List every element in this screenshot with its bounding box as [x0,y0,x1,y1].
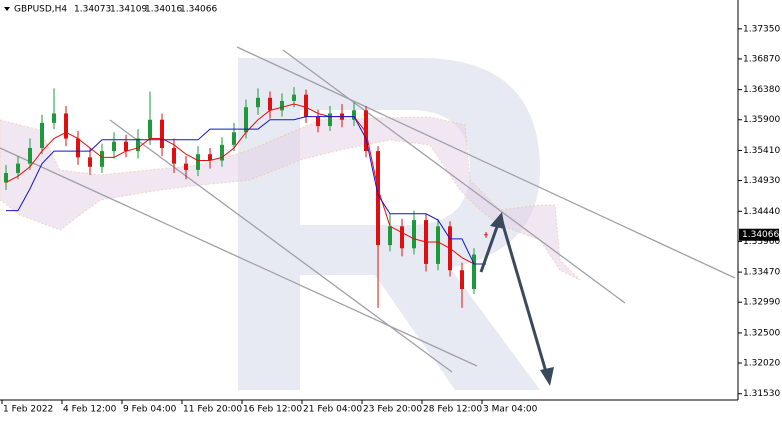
candle-body [364,110,368,152]
ohlc-high: 1.34109 [110,5,147,15]
candle-body [172,147,176,164]
y-tick-label: 1.35410 [743,146,780,156]
ohlc-low: 1.34016 [145,5,182,15]
y-tick-label: 1.31530 [743,389,780,399]
arrow [499,217,548,373]
trend-line [282,49,626,304]
x-tick-label: 9 Feb 04:00 [123,405,177,415]
trend-line [0,147,478,367]
trend-line [109,119,453,373]
x-tick-label: 16 Feb 12:00 [243,405,302,415]
candle-body [184,163,188,170]
y-tick-label: 1.36870 [743,54,780,64]
y-tick-label: 1.34930 [743,176,780,186]
x-tick-label: 11 Feb 20:00 [183,405,242,415]
candle-body [376,151,380,246]
plot [4,87,488,308]
candle-body [76,138,80,158]
x-tick-label: 1 Feb 2022 [3,405,53,415]
ohlc-close: 1.34066 [180,5,217,15]
candle-body [40,122,44,148]
candle-body [244,107,248,133]
candle-body [460,270,464,290]
candle-body [412,220,416,249]
candle-body [436,226,440,264]
forecast-arrows [479,212,554,386]
candle-body [292,94,296,101]
candle-body [256,97,260,108]
x-tick-label: 23 Feb 20:00 [363,405,422,415]
ichimoku-cloud [0,116,581,281]
candle-body [352,110,356,120]
y-tick-label: 1.32020 [743,359,780,369]
current-price: 1.34066 [742,230,779,240]
price-label-bg [739,228,779,241]
candle-body [268,97,272,111]
candle-body [280,100,284,111]
y-tick-label: 1.33470 [743,268,780,278]
arrow-head [540,367,554,386]
y-tick-label: 1.35900 [743,115,780,125]
y-tick-label: 1.36380 [743,85,780,95]
candle-body [28,147,32,164]
trend-line [236,46,736,279]
candle-body [148,119,152,139]
y-tick-label: 1.33960 [743,237,780,247]
symbol: GBPUSD,H4 [14,5,67,15]
candle-body [472,254,476,290]
header: GBPUSD,H4 1.34073 1.34109 1.34016 1.3406… [4,5,217,15]
candle-body [316,116,320,127]
candle-body [136,138,140,152]
y-tick-label: 1.37350 [743,24,780,34]
candle-body [208,154,212,161]
candle-body [388,226,392,246]
indicator-line [5,103,486,265]
y-tick-label: 1.32500 [743,328,780,338]
candle-body [304,94,308,117]
arrow-head [490,212,505,229]
candle-body [232,132,236,145]
candle-body [124,141,128,152]
trend-lines [0,46,736,373]
y-tick-label: 1.34440 [743,207,780,217]
candle-body [196,154,200,170]
x-tick-label: 21 Feb 04:00 [303,405,362,415]
y-tick-label: 1.32990 [743,298,780,308]
x-tick-label: 28 Feb 12:00 [423,405,482,415]
candle-body [160,119,164,148]
candle-body [64,113,68,139]
candle-body [112,141,116,152]
header-icon [4,7,10,11]
candle-body [400,226,404,249]
candle-body [484,234,488,236]
candle-body [220,144,224,161]
ohlc-open: 1.34073 [74,5,111,15]
candle-body [16,163,20,174]
candle-body [4,173,8,183]
candle-body [100,151,104,167]
candle-body [328,113,332,127]
indicator-line [6,116,486,265]
candle-body [52,113,56,123]
x-tick-label: 3 Mar 04:00 [483,405,538,415]
watermark [238,58,540,390]
candle-body [88,157,92,167]
x-tick-label: 4 Feb 12:00 [63,405,117,415]
arrow [479,223,500,273]
